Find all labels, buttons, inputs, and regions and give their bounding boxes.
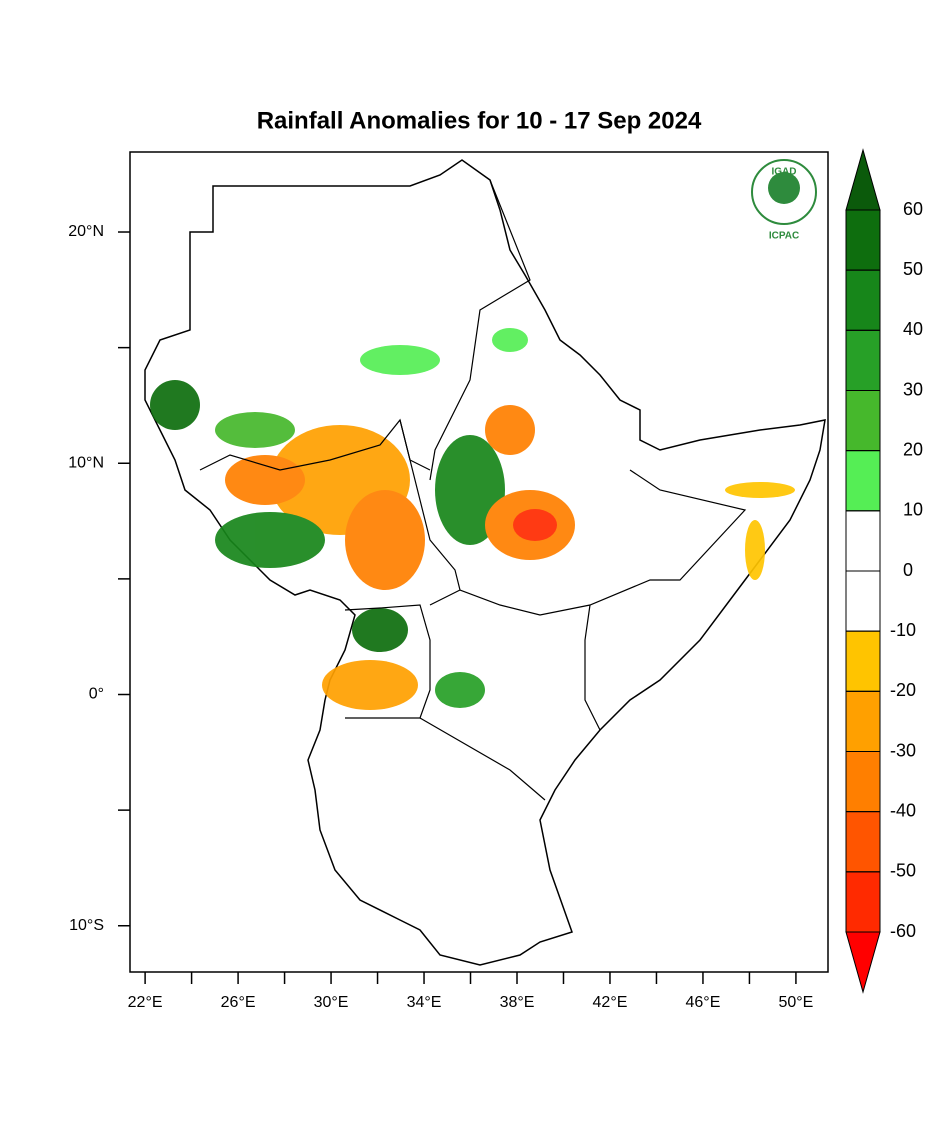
x-tick-label: 34°E <box>407 994 442 1011</box>
anomaly-area <box>725 482 795 498</box>
colorbar-bin <box>845 570 881 632</box>
colorbar-label: -10 <box>890 620 916 640</box>
colorbar-extend-bottom <box>845 931 881 994</box>
x-tick-label: 50°E <box>778 994 813 1011</box>
anomaly-area <box>745 520 765 580</box>
colorbar-extend-top <box>845 148 881 211</box>
colorbar-label: -20 <box>890 680 916 700</box>
colorbar-bin <box>845 751 881 813</box>
x-tick-label: 42°E <box>593 994 628 1011</box>
colorbar-bin <box>845 690 881 752</box>
colorbar-bin <box>845 329 881 392</box>
anomaly-area <box>485 405 535 455</box>
anomaly-area <box>360 345 440 375</box>
logo-name: IGAD <box>772 167 797 178</box>
border <box>399 419 747 616</box>
map-area <box>144 159 826 966</box>
colorbar-bin <box>845 510 881 572</box>
colorbar-bin <box>845 871 881 933</box>
border <box>584 604 601 731</box>
y-tick-label: 10°N <box>68 454 104 471</box>
colorbar-label: -40 <box>890 800 916 820</box>
anomaly-area <box>215 512 325 568</box>
x-tick-label: 38°E <box>500 994 535 1011</box>
anomaly-areas <box>150 328 795 710</box>
colorbar-label: 0 <box>903 560 913 580</box>
border <box>419 717 546 801</box>
border <box>429 589 461 606</box>
colorbar-bin <box>845 390 881 452</box>
x-tick-label: 46°E <box>686 994 721 1011</box>
anomaly-area <box>225 455 305 505</box>
map-title: Rainfall Anomalies for 10 - 17 Sep 2024 <box>257 107 702 134</box>
y-tick-label: 20°N <box>68 223 104 240</box>
y-tick-label: 10°S <box>69 917 104 934</box>
logo-emblem <box>768 172 800 204</box>
colorbar-label: 50 <box>903 259 923 279</box>
logo: IGAD ICPAC <box>751 159 817 242</box>
anomaly-area <box>345 490 425 590</box>
anomaly-area <box>150 380 200 430</box>
colorbar-label: 10 <box>903 500 923 520</box>
anomaly-area <box>492 328 528 352</box>
map-frame <box>129 151 829 973</box>
x-tick-label: 30°E <box>314 994 349 1011</box>
colorbar-bin <box>845 209 881 271</box>
colorbar-label: 40 <box>903 319 923 339</box>
colorbar-label: 60 <box>903 199 923 219</box>
colorbar-label: -50 <box>890 861 916 881</box>
x-tick-label: 22°E <box>128 994 163 1011</box>
anomaly-area <box>322 660 418 710</box>
borders <box>199 179 747 801</box>
x-tick-label: 26°E <box>221 994 256 1011</box>
colorbar-label: -30 <box>890 740 916 760</box>
colorbar-label: 20 <box>903 439 923 459</box>
logo-org: ICPAC <box>769 231 799 242</box>
colorbar-bin <box>845 811 881 873</box>
anomaly-area <box>352 608 408 652</box>
colorbar-bin <box>845 630 881 692</box>
colorbar-label: -60 <box>890 921 916 941</box>
colorbar-bin <box>845 450 881 512</box>
anomaly-area <box>513 509 557 541</box>
y-tick-label: 0° <box>89 686 104 703</box>
colorbar-bin <box>845 269 881 331</box>
anomaly-area <box>215 412 295 448</box>
anomaly-area <box>435 672 485 708</box>
colorbar-label: 30 <box>903 379 923 399</box>
border <box>429 179 531 481</box>
